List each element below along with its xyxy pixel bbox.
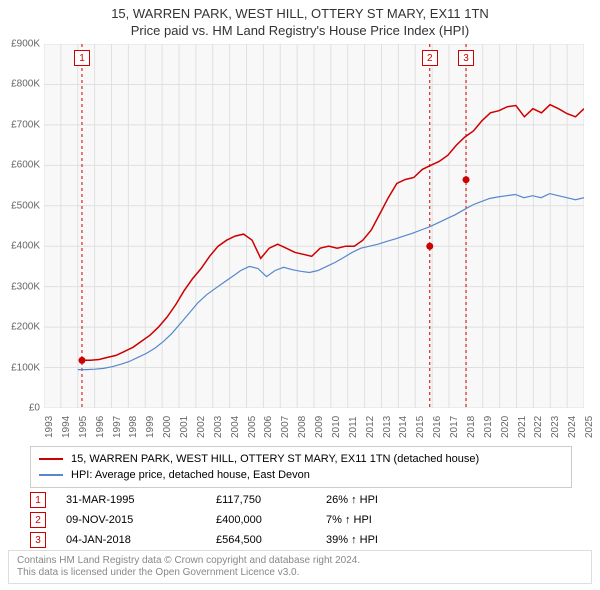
x-axis: 1993 1994 1995 1996 1997 1998 1999 2000 2001 2002… — [44, 408, 584, 440]
x-tick-label: 2021 — [517, 416, 528, 438]
legend: 15, WARREN PARK, WEST HILL, OTTERY ST MA… — [30, 446, 572, 488]
chart-container: 15, WARREN PARK, WEST HILL, OTTERY ST MA… — [0, 0, 600, 590]
x-tick-label: 2020 — [500, 416, 511, 438]
x-tick-label: 1998 — [128, 416, 139, 438]
y-tick-label: £0 — [29, 403, 40, 414]
y-axis: £0£100K£200K£300K£400K£500K£600K£700K£80… — [0, 44, 42, 408]
sale-price: £117,750 — [216, 494, 326, 506]
y-tick-label: £800K — [11, 79, 40, 90]
legend-swatch — [39, 458, 63, 460]
x-tick-label: 2008 — [297, 416, 308, 438]
x-tick-label: 2019 — [483, 416, 494, 438]
y-tick-label: £500K — [11, 200, 40, 211]
title-line-2: Price paid vs. HM Land Registry's House … — [0, 23, 600, 40]
y-tick-label: £900K — [11, 39, 40, 50]
sale-date: 09-NOV-2015 — [66, 514, 216, 526]
legend-item: HPI: Average price, detached house, East… — [39, 467, 563, 483]
chart-marker-1: 1 — [74, 50, 90, 66]
sale-delta: 7% ↑ HPI — [326, 514, 446, 526]
x-tick-label: 2014 — [398, 416, 409, 438]
x-tick-label: 1996 — [95, 416, 106, 438]
sale-row: 3 04-JAN-2018£564,50039% ↑ HPI — [30, 530, 446, 550]
sale-price: £400,000 — [216, 514, 326, 526]
x-tick-label: 2012 — [365, 416, 376, 438]
sale-row: 1 31-MAR-1995£117,75026% ↑ HPI — [30, 490, 446, 510]
attribution-line-1: Contains HM Land Registry data © Crown c… — [17, 555, 583, 567]
legend-item: 15, WARREN PARK, WEST HILL, OTTERY ST MA… — [39, 451, 563, 467]
y-tick-label: £200K — [11, 322, 40, 333]
x-tick-label: 2011 — [348, 416, 359, 438]
y-tick-label: £100K — [11, 362, 40, 373]
chart-marker-3: 3 — [458, 50, 474, 66]
x-tick-label: 2017 — [449, 416, 460, 438]
x-tick-label: 2022 — [533, 416, 544, 438]
legend-label: HPI: Average price, detached house, East… — [71, 469, 310, 481]
x-tick-label: 1994 — [61, 416, 72, 438]
chart-marker-2: 2 — [422, 50, 438, 66]
sale-marker-box: 2 — [30, 512, 46, 528]
x-tick-label: 2006 — [263, 416, 274, 438]
x-tick-label: 2009 — [314, 416, 325, 438]
x-tick-label: 2004 — [230, 416, 241, 438]
x-tick-label: 2002 — [196, 416, 207, 438]
x-tick-label: 2023 — [550, 416, 561, 438]
title-block: 15, WARREN PARK, WEST HILL, OTTERY ST MA… — [0, 0, 600, 40]
x-tick-label: 2001 — [179, 416, 190, 438]
y-tick-label: £400K — [11, 241, 40, 252]
x-tick-label: 1993 — [44, 416, 55, 438]
sale-row: 2 09-NOV-2015£400,0007% ↑ HPI — [30, 510, 446, 530]
x-tick-label: 1997 — [112, 416, 123, 438]
x-tick-label: 1999 — [145, 416, 156, 438]
legend-label: 15, WARREN PARK, WEST HILL, OTTERY ST MA… — [71, 453, 479, 465]
attribution: Contains HM Land Registry data © Crown c… — [8, 550, 592, 584]
sale-delta: 39% ↑ HPI — [326, 534, 446, 546]
x-tick-label: 2003 — [213, 416, 224, 438]
sale-delta: 26% ↑ HPI — [326, 494, 446, 506]
x-tick-label: 2025 — [584, 416, 595, 438]
sale-marker-box: 3 — [30, 532, 46, 548]
sale-date: 31-MAR-1995 — [66, 494, 216, 506]
y-tick-label: £600K — [11, 160, 40, 171]
y-tick-label: £300K — [11, 281, 40, 292]
sale-date: 04-JAN-2018 — [66, 534, 216, 546]
x-tick-label: 1995 — [78, 416, 89, 438]
x-tick-label: 2024 — [567, 416, 578, 438]
x-tick-label: 2010 — [331, 416, 342, 438]
x-tick-label: 2016 — [432, 416, 443, 438]
y-tick-label: £700K — [11, 119, 40, 130]
chart-plot-area: 1 2 3 — [44, 44, 584, 408]
x-tick-label: 2000 — [162, 416, 173, 438]
x-tick-label: 2018 — [466, 416, 477, 438]
x-tick-label: 2005 — [247, 416, 258, 438]
sale-price: £564,500 — [216, 534, 326, 546]
attribution-line-2: This data is licensed under the Open Gov… — [17, 567, 583, 579]
legend-swatch — [39, 474, 63, 476]
sale-marker-box: 1 — [30, 492, 46, 508]
sales-table: 1 31-MAR-1995£117,75026% ↑ HPI 2 09-NOV-201… — [30, 490, 446, 550]
x-tick-label: 2013 — [382, 416, 393, 438]
x-tick-label: 2007 — [280, 416, 291, 438]
title-line-1: 15, WARREN PARK, WEST HILL, OTTERY ST MA… — [0, 6, 600, 23]
line-chart-svg — [44, 44, 584, 408]
x-tick-label: 2015 — [415, 416, 426, 438]
